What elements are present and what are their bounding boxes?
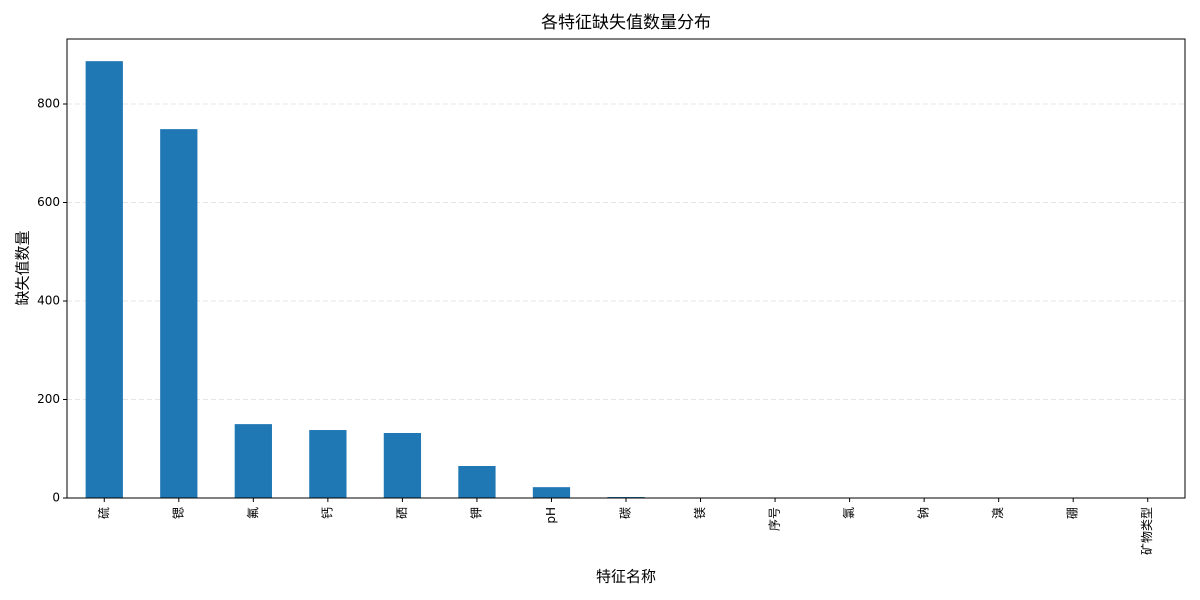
x-tick-label: 钙 xyxy=(320,507,334,519)
x-tick-label: 氟 xyxy=(246,507,260,519)
bar xyxy=(458,465,496,498)
x-tick-label: 钾 xyxy=(469,507,483,519)
bar xyxy=(383,432,422,498)
x-tick-label: 镁 xyxy=(693,507,707,519)
y-tick-label: 200 xyxy=(37,392,60,406)
x-tick-label: pH xyxy=(544,507,558,524)
plot-frame xyxy=(66,38,1186,499)
x-axis-label: 特征名称 xyxy=(596,568,656,586)
x-tick-label: 序号 xyxy=(767,507,782,531)
x-tick-label: 碳 xyxy=(619,507,633,519)
x-tick-label: 钠 xyxy=(916,507,931,519)
y-tick-label: 800 xyxy=(37,97,60,111)
x-tick-label: 氯 xyxy=(842,507,856,519)
x-tick-label: 溴 xyxy=(991,507,1005,519)
x-tick-label: 锶 xyxy=(171,507,185,519)
x-tick-label: 硼 xyxy=(1066,507,1080,519)
x-tick-label: 硫 xyxy=(96,507,111,519)
y-axis-label: 缺失值数量 xyxy=(14,230,32,305)
x-tick-label: 硒 xyxy=(395,507,409,519)
bar xyxy=(532,487,571,498)
bar xyxy=(160,129,198,498)
bar xyxy=(85,61,123,498)
bar xyxy=(234,424,272,498)
bar xyxy=(309,430,347,498)
y-tick-label: 0 xyxy=(52,491,60,505)
y-tick-label: 400 xyxy=(37,294,60,308)
y-tick-label: 600 xyxy=(37,195,60,209)
x-tick-label: 矿物类型 xyxy=(1140,507,1154,555)
chart-title: 各特征缺失值数量分布 xyxy=(541,13,711,33)
